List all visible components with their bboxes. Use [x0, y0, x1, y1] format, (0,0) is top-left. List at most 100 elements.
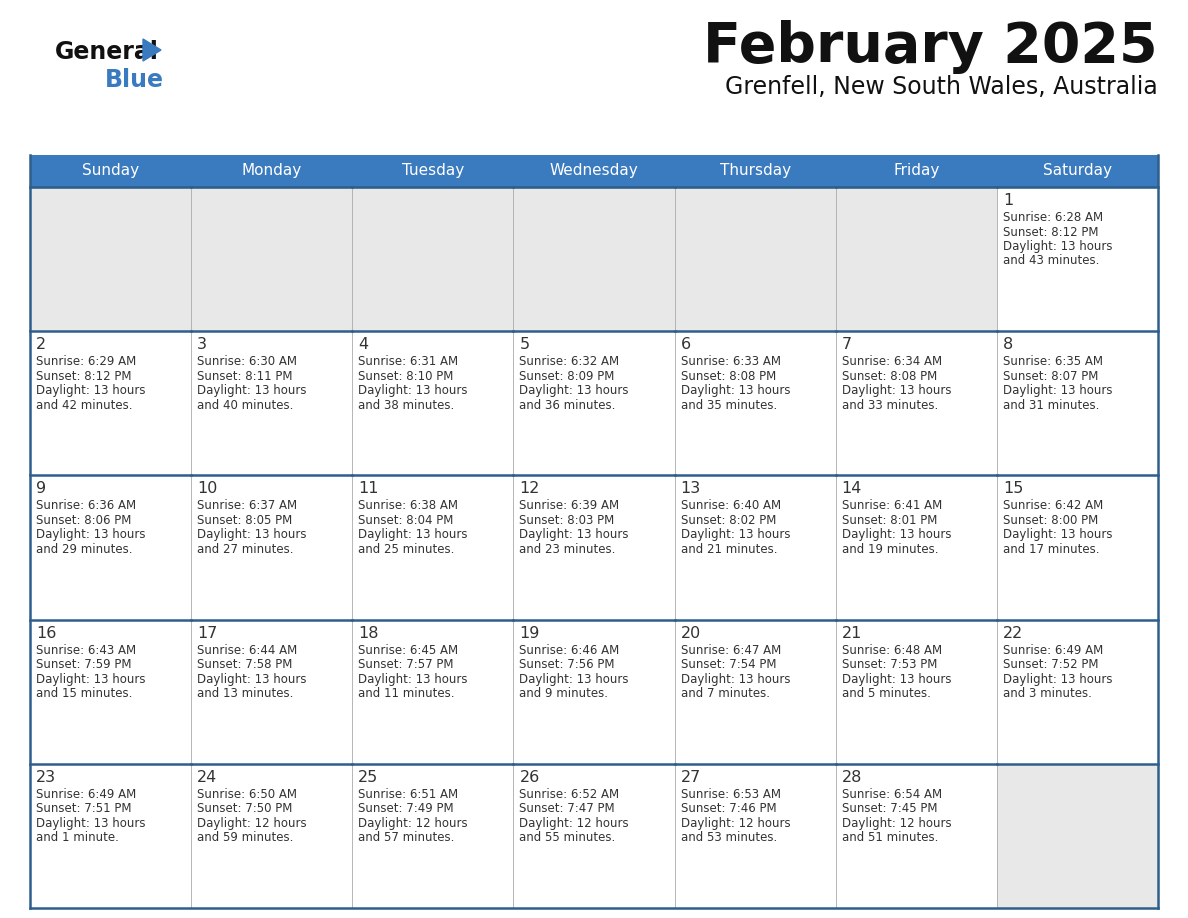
Text: Tuesday: Tuesday	[402, 163, 465, 178]
Text: Sunset: 8:00 PM: Sunset: 8:00 PM	[1003, 514, 1098, 527]
Text: Sunset: 8:12 PM: Sunset: 8:12 PM	[36, 370, 132, 383]
Text: Sunrise: 6:30 AM: Sunrise: 6:30 AM	[197, 355, 297, 368]
Text: 16: 16	[36, 625, 56, 641]
Bar	[835, 764, 997, 908]
Text: Sunset: 7:47 PM: Sunset: 7:47 PM	[519, 802, 615, 815]
Text: Sunset: 7:45 PM: Sunset: 7:45 PM	[842, 802, 937, 815]
Text: and 57 minutes.: and 57 minutes.	[359, 832, 455, 845]
Bar	[191, 476, 353, 620]
Text: Sunrise: 6:43 AM: Sunrise: 6:43 AM	[36, 644, 137, 656]
Text: Daylight: 13 hours: Daylight: 13 hours	[1003, 385, 1112, 397]
Text: Daylight: 12 hours: Daylight: 12 hours	[842, 817, 952, 830]
Text: Sunrise: 6:46 AM: Sunrise: 6:46 AM	[519, 644, 620, 656]
Text: 26: 26	[519, 770, 539, 785]
Text: Sunrise: 6:47 AM: Sunrise: 6:47 AM	[681, 644, 781, 656]
Text: 9: 9	[36, 481, 46, 497]
Bar	[513, 764, 675, 908]
Bar	[835, 476, 997, 620]
Text: Daylight: 12 hours: Daylight: 12 hours	[519, 817, 630, 830]
Text: Daylight: 13 hours: Daylight: 13 hours	[842, 385, 952, 397]
Text: 17: 17	[197, 625, 217, 641]
Text: Sunrise: 6:41 AM: Sunrise: 6:41 AM	[842, 499, 942, 512]
Text: Sunrise: 6:44 AM: Sunrise: 6:44 AM	[197, 644, 297, 656]
Text: 12: 12	[519, 481, 539, 497]
Bar	[997, 476, 1158, 620]
Text: 8: 8	[1003, 337, 1013, 353]
Text: Sunset: 8:04 PM: Sunset: 8:04 PM	[359, 514, 454, 527]
Text: Sunrise: 6:42 AM: Sunrise: 6:42 AM	[1003, 499, 1104, 512]
Text: and 9 minutes.: and 9 minutes.	[519, 687, 608, 700]
Text: Daylight: 13 hours: Daylight: 13 hours	[36, 817, 145, 830]
Text: Daylight: 13 hours: Daylight: 13 hours	[681, 673, 790, 686]
Text: Sunrise: 6:53 AM: Sunrise: 6:53 AM	[681, 788, 781, 800]
Bar	[513, 187, 675, 331]
Text: and 17 minutes.: and 17 minutes.	[1003, 543, 1099, 556]
Text: and 59 minutes.: and 59 minutes.	[197, 832, 293, 845]
Text: Sunset: 8:06 PM: Sunset: 8:06 PM	[36, 514, 132, 527]
Text: and 27 minutes.: and 27 minutes.	[197, 543, 293, 556]
Text: Sunrise: 6:31 AM: Sunrise: 6:31 AM	[359, 355, 459, 368]
Text: Daylight: 13 hours: Daylight: 13 hours	[842, 673, 952, 686]
Bar	[353, 764, 513, 908]
Bar	[353, 620, 513, 764]
Text: Daylight: 13 hours: Daylight: 13 hours	[1003, 529, 1112, 542]
Bar	[30, 476, 191, 620]
Text: and 36 minutes.: and 36 minutes.	[519, 398, 615, 411]
Text: and 19 minutes.: and 19 minutes.	[842, 543, 939, 556]
Text: and 29 minutes.: and 29 minutes.	[36, 543, 133, 556]
Text: and 33 minutes.: and 33 minutes.	[842, 398, 939, 411]
Polygon shape	[143, 39, 162, 61]
Text: Daylight: 13 hours: Daylight: 13 hours	[36, 385, 145, 397]
Text: Sunrise: 6:29 AM: Sunrise: 6:29 AM	[36, 355, 137, 368]
Text: Daylight: 13 hours: Daylight: 13 hours	[681, 385, 790, 397]
Text: Sunset: 8:01 PM: Sunset: 8:01 PM	[842, 514, 937, 527]
Bar	[30, 155, 1158, 187]
Text: Daylight: 13 hours: Daylight: 13 hours	[1003, 240, 1112, 253]
Text: and 31 minutes.: and 31 minutes.	[1003, 398, 1099, 411]
Text: 25: 25	[359, 770, 379, 785]
Bar	[30, 331, 191, 476]
Bar	[997, 764, 1158, 908]
Text: Grenfell, New South Wales, Australia: Grenfell, New South Wales, Australia	[725, 75, 1158, 99]
Text: Sunset: 7:51 PM: Sunset: 7:51 PM	[36, 802, 132, 815]
Bar	[997, 620, 1158, 764]
Bar	[675, 764, 835, 908]
Text: Sunset: 8:10 PM: Sunset: 8:10 PM	[359, 370, 454, 383]
Text: Sunset: 8:05 PM: Sunset: 8:05 PM	[197, 514, 292, 527]
Text: and 23 minutes.: and 23 minutes.	[519, 543, 615, 556]
Text: Sunset: 7:58 PM: Sunset: 7:58 PM	[197, 658, 292, 671]
Text: 4: 4	[359, 337, 368, 353]
Text: Sunrise: 6:33 AM: Sunrise: 6:33 AM	[681, 355, 781, 368]
Text: Daylight: 13 hours: Daylight: 13 hours	[197, 385, 307, 397]
Text: and 3 minutes.: and 3 minutes.	[1003, 687, 1092, 700]
Text: Sunset: 7:53 PM: Sunset: 7:53 PM	[842, 658, 937, 671]
Text: Daylight: 13 hours: Daylight: 13 hours	[36, 673, 145, 686]
Bar	[30, 187, 191, 331]
Text: Sunset: 8:11 PM: Sunset: 8:11 PM	[197, 370, 292, 383]
Text: Thursday: Thursday	[720, 163, 791, 178]
Text: Daylight: 13 hours: Daylight: 13 hours	[197, 673, 307, 686]
Text: 6: 6	[681, 337, 690, 353]
Text: Daylight: 13 hours: Daylight: 13 hours	[1003, 673, 1112, 686]
Text: Daylight: 12 hours: Daylight: 12 hours	[359, 817, 468, 830]
Text: 3: 3	[197, 337, 207, 353]
Text: Saturday: Saturday	[1043, 163, 1112, 178]
Text: Daylight: 13 hours: Daylight: 13 hours	[197, 529, 307, 542]
Text: 21: 21	[842, 625, 862, 641]
Text: Sunrise: 6:54 AM: Sunrise: 6:54 AM	[842, 788, 942, 800]
Text: Sunday: Sunday	[82, 163, 139, 178]
Text: Sunset: 7:57 PM: Sunset: 7:57 PM	[359, 658, 454, 671]
Bar	[675, 620, 835, 764]
Text: Daylight: 13 hours: Daylight: 13 hours	[842, 529, 952, 542]
Text: Sunset: 8:12 PM: Sunset: 8:12 PM	[1003, 226, 1099, 239]
Text: 22: 22	[1003, 625, 1023, 641]
Text: Sunrise: 6:39 AM: Sunrise: 6:39 AM	[519, 499, 620, 512]
Bar	[835, 620, 997, 764]
Text: Sunrise: 6:51 AM: Sunrise: 6:51 AM	[359, 788, 459, 800]
Bar	[513, 620, 675, 764]
Bar	[191, 620, 353, 764]
Text: 14: 14	[842, 481, 862, 497]
Text: Sunrise: 6:40 AM: Sunrise: 6:40 AM	[681, 499, 781, 512]
Bar	[835, 187, 997, 331]
Text: Sunset: 8:09 PM: Sunset: 8:09 PM	[519, 370, 615, 383]
